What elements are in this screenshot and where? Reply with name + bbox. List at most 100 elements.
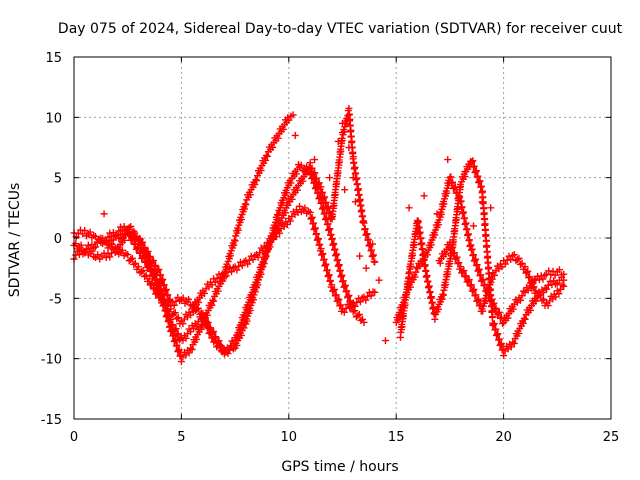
data-point [311,169,319,177]
data-point [185,295,193,303]
data-point [144,247,152,255]
data-point [168,322,176,330]
data-point [447,173,455,181]
data-point [244,260,252,268]
data-point [360,219,368,227]
data-point [324,220,332,228]
data-point [140,244,148,252]
data-point [449,243,457,251]
data-point [147,280,155,288]
data-points [70,104,568,366]
data-point [325,209,333,217]
data-point [94,251,102,259]
data-point [335,261,343,269]
data-point [115,245,123,253]
data-point [515,329,523,337]
data-point [461,214,469,222]
data-point [341,281,349,289]
data-point [83,246,91,254]
data-point [313,174,321,182]
outlier-point [369,240,377,248]
data-point [515,254,523,262]
data-point [323,266,331,274]
data-point [331,245,339,253]
data-point [171,326,179,334]
data-point [473,173,481,181]
data-point [345,291,353,299]
data-point [179,320,187,328]
data-point [462,272,470,280]
data-point [249,256,257,264]
data-point [312,184,320,192]
data-point [475,178,483,186]
data-point [77,241,85,249]
data-point [364,235,372,243]
data-point [492,325,500,333]
data-point [492,304,500,312]
data-point [363,230,371,238]
data-point [434,221,442,229]
outlier-point [349,174,357,182]
data-point [140,252,148,260]
data-point [173,341,181,349]
data-point [343,287,351,295]
data-point [217,274,225,282]
data-point [349,301,357,309]
data-point [472,168,480,176]
data-point [252,176,260,184]
data-point [149,285,157,293]
data-point [138,239,146,247]
data-point [167,316,175,324]
data-point [129,234,137,242]
data-point [358,315,366,323]
data-point [299,177,307,185]
data-point [195,298,203,306]
x-tick-label: 0 [70,430,78,445]
data-point [466,282,474,290]
data-point [130,240,138,248]
data-point [348,137,356,145]
data-point [200,289,208,297]
data-point [368,246,376,254]
data-point [330,286,338,294]
data-point [371,258,379,266]
data-point [257,167,265,175]
data-point [497,341,505,349]
data-point [467,246,475,254]
data-point [520,287,528,295]
data-point [148,258,156,266]
data-point [194,304,202,312]
data-point [472,262,480,270]
data-point [490,320,498,328]
data-point [211,334,219,342]
data-point [422,267,430,275]
data-point [460,208,468,216]
chart-title: Day 075 of 2024, Sidereal Day-to-day VTE… [58,21,623,37]
data-point [200,316,208,324]
data-point [156,279,164,287]
data-point [238,262,246,270]
data-point [205,325,213,333]
data-point [367,292,375,300]
data-point [346,297,354,305]
data-point [334,256,342,264]
data-point [306,159,314,167]
data-point [360,318,368,326]
data-point [436,259,444,267]
data-point [490,320,498,328]
outlier-point [100,210,108,218]
data-point [286,217,294,225]
data-point [434,305,442,313]
data-point [255,273,263,281]
data-point [206,324,214,332]
data-point [173,331,181,339]
data-point [332,291,340,299]
data-point [118,246,126,254]
data-point [322,260,330,268]
data-point [108,240,116,248]
data-point [273,225,281,233]
y-tick-label: 15 [45,51,62,66]
data-point [539,275,547,283]
data-point [179,294,187,302]
data-point [131,229,139,237]
